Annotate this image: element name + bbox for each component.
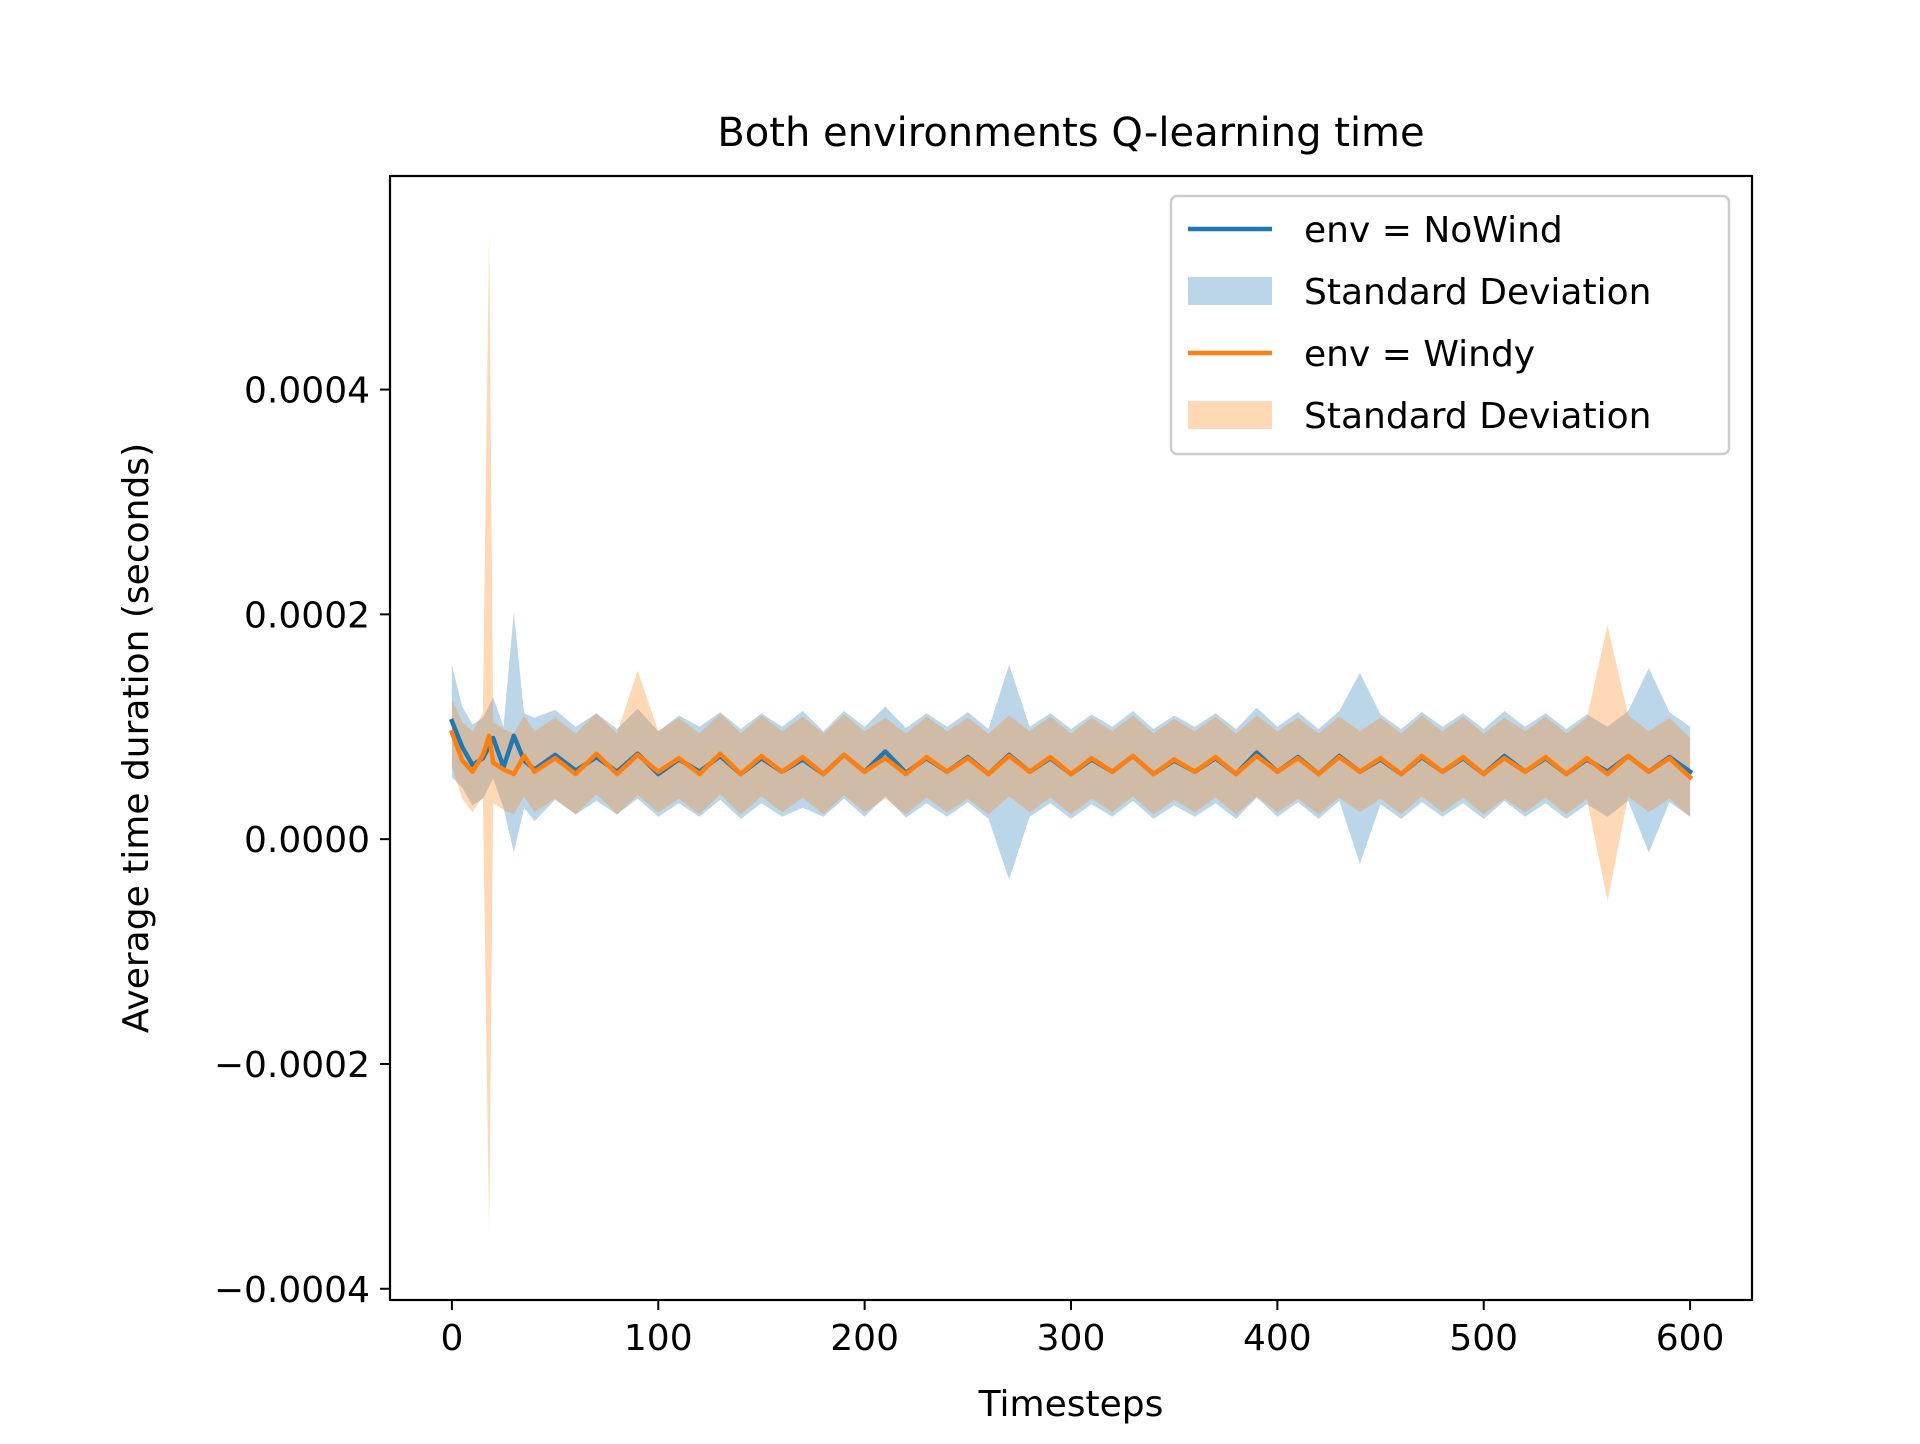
legend-band-swatch — [1188, 401, 1272, 429]
chart-title: Both environments Q-learning time — [717, 110, 1424, 156]
x-tick-label: 100 — [624, 1318, 693, 1359]
legend-label: env = NoWind — [1304, 210, 1563, 251]
y-tick-label: −0.0004 — [214, 1270, 370, 1311]
legend-label: Standard Deviation — [1304, 396, 1651, 437]
std-bands — [451, 232, 1691, 1233]
y-tick-label: −0.0002 — [214, 1045, 370, 1086]
x-tick-label: 400 — [1243, 1318, 1312, 1359]
std-band-windy — [451, 232, 1691, 1233]
axis-ticks: 0 100 200 300 400 500 600 −0.0004 −0.0002 0.0000 0… — [214, 371, 1725, 1359]
legend-label: Standard Deviation — [1304, 272, 1651, 313]
plot-frame — [388, 174, 1754, 1302]
legend: env = NoWind Standard Deviation env = Wind… — [1169, 194, 1731, 456]
legend-box — [1169, 194, 1731, 456]
x-tick-label: 200 — [830, 1318, 899, 1359]
y-tick-label: 0.0002 — [244, 595, 370, 636]
x-tick-label: 600 — [1656, 1318, 1725, 1359]
series-line-windy — [449, 729, 1694, 781]
y-tick-label: 0.0004 — [244, 371, 370, 412]
x-axis-label: Timesteps — [978, 1384, 1164, 1425]
series-lines — [448, 718, 1694, 781]
legend-label: env = Windy — [1304, 334, 1535, 375]
x-tick-label: 0 — [440, 1318, 463, 1359]
x-tick-label: 300 — [1037, 1318, 1106, 1359]
y-tick-label: 0.0000 — [244, 820, 370, 861]
std-band-nowind — [451, 612, 1691, 880]
y-axis-label: Average time duration (seconds) — [116, 443, 157, 1033]
x-tick-label: 500 — [1449, 1318, 1518, 1359]
legend-band-swatch — [1188, 277, 1272, 305]
